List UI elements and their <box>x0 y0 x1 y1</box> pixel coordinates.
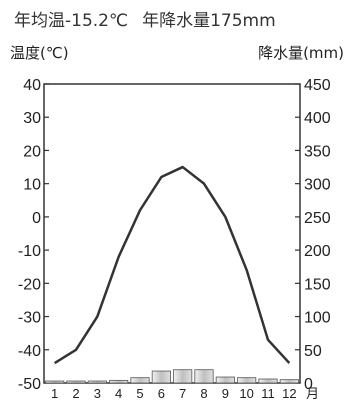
y-right-tick-label: 450 <box>304 77 331 94</box>
y-right-tick-label: 50 <box>304 343 322 360</box>
month-label: 2 <box>72 386 79 401</box>
precip-bar <box>237 377 257 384</box>
precip-bar <box>194 369 214 384</box>
y-right-tick-label: 300 <box>304 177 331 194</box>
y-left-tick-label: -20 <box>18 276 41 293</box>
month-label: 11 <box>261 386 275 401</box>
y-right-tick-label: 250 <box>304 210 331 227</box>
y-right-axis-label: 降水量(mm) <box>258 44 344 62</box>
y-left-tick-label: -30 <box>18 310 41 327</box>
precip-bar <box>279 379 299 384</box>
y-left-tick-label: 40 <box>23 77 41 94</box>
month-label: 3 <box>94 386 101 401</box>
y-right-tick-label: 100 <box>304 310 331 327</box>
y-left-tick-label: -50 <box>18 376 41 393</box>
y-right-tick-label: 350 <box>304 143 331 160</box>
y-right-tick-label: 400 <box>304 110 331 127</box>
y-right-tick-label: 200 <box>304 243 331 260</box>
y-left-tick-label: 30 <box>23 110 41 127</box>
precip-bar <box>109 379 129 384</box>
y-left-tick-label: 0 <box>32 210 41 227</box>
y-right-tick-label: 150 <box>304 276 331 293</box>
month-label: 10 <box>239 386 253 401</box>
precip-bar <box>258 378 278 384</box>
precip-bar <box>215 376 235 384</box>
month-label: 7 <box>179 386 186 401</box>
precip-bar <box>130 377 150 384</box>
annual-precip-label: 年降水量175mm <box>142 11 276 31</box>
month-label: 12 <box>282 386 296 401</box>
month-label: 9 <box>222 386 229 401</box>
precip-bar <box>173 369 193 384</box>
month-label: 8 <box>200 386 207 401</box>
month-label: 5 <box>136 386 143 401</box>
month-label: 6 <box>158 386 165 401</box>
y-left-tick-label: -10 <box>18 243 41 260</box>
y-left-tick-label: -40 <box>18 343 41 360</box>
precip-bar <box>87 380 107 384</box>
temperature-line <box>54 165 291 365</box>
chart-title: 年均温-15.2℃ 年降水量175mm <box>14 6 290 31</box>
x-unit-label: 月 <box>306 386 319 401</box>
month-label: 1 <box>51 386 58 401</box>
annual-temp-label: 年均温-15.2℃ <box>14 11 129 31</box>
y-left-tick-label: 10 <box>23 177 41 194</box>
y-right-tick-label: 0 <box>304 376 313 393</box>
precip-bar <box>45 380 65 384</box>
precip-bar <box>151 370 171 384</box>
y-left-axis-label: 温度(℃) <box>10 44 69 62</box>
month-label: 4 <box>115 386 122 401</box>
precip-bar <box>66 380 86 384</box>
plot-frame <box>43 83 301 384</box>
y-left-tick-label: 20 <box>23 143 41 160</box>
